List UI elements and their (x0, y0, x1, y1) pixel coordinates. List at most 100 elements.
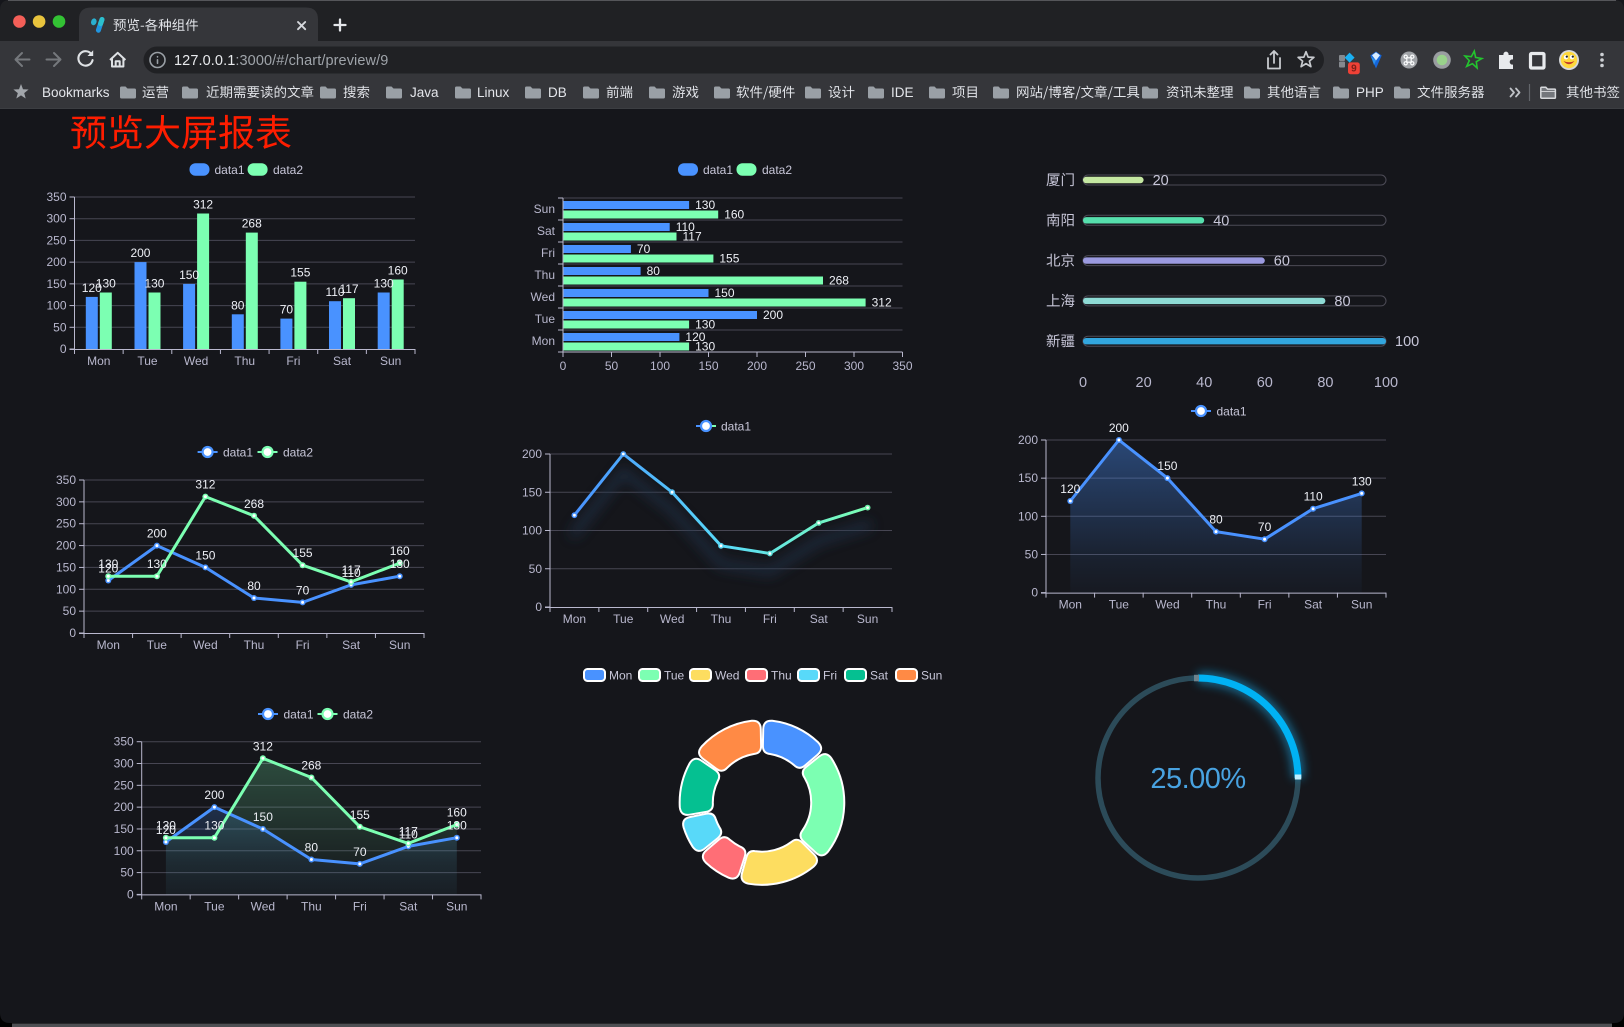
svg-text:Thu: Thu (771, 669, 792, 683)
svg-text:117: 117 (682, 230, 701, 244)
svg-text:100: 100 (46, 299, 66, 313)
svg-text:110: 110 (342, 566, 361, 580)
svg-text:100: 100 (114, 844, 134, 858)
svg-text:120: 120 (1060, 482, 1080, 496)
svg-text:20: 20 (1136, 375, 1152, 391)
svg-text:130: 130 (374, 277, 394, 291)
svg-text:0: 0 (1031, 586, 1038, 600)
svg-text:Wed: Wed (715, 669, 739, 683)
svg-text:Fri: Fri (353, 899, 367, 913)
svg-text:data2: data2 (283, 446, 313, 460)
svg-text:data1: data1 (703, 163, 733, 177)
svg-text:0: 0 (560, 359, 567, 373)
svg-text:Sun: Sun (534, 202, 555, 216)
svg-text:Sat: Sat (399, 899, 418, 913)
svg-text:Thu: Thu (234, 354, 255, 368)
svg-text:155: 155 (290, 266, 310, 280)
svg-text:250: 250 (795, 359, 815, 373)
svg-text:Wed: Wed (531, 290, 555, 304)
svg-text:0: 0 (60, 342, 67, 356)
svg-text:Thu: Thu (534, 268, 555, 282)
svg-text:data2: data2 (343, 708, 373, 722)
svg-text:0: 0 (69, 626, 76, 640)
svg-text:Wed: Wed (184, 354, 208, 368)
svg-text:Tue: Tue (613, 612, 634, 626)
svg-text:130: 130 (147, 557, 167, 571)
svg-text:50: 50 (605, 359, 619, 373)
svg-text:Sun: Sun (857, 612, 878, 626)
svg-text:150: 150 (1018, 471, 1038, 485)
svg-text:40: 40 (1213, 213, 1229, 229)
svg-text:Tue: Tue (664, 669, 685, 683)
svg-text:250: 250 (56, 517, 76, 531)
svg-text:130: 130 (96, 277, 116, 291)
svg-text:70: 70 (1258, 520, 1272, 534)
svg-text:155: 155 (719, 252, 739, 266)
svg-text:200: 200 (522, 447, 542, 461)
svg-text:100: 100 (650, 359, 670, 373)
svg-text:312: 312 (253, 739, 273, 753)
svg-text:130: 130 (695, 318, 715, 332)
svg-text:Wed: Wed (193, 638, 217, 652)
svg-text:80: 80 (647, 264, 661, 278)
svg-text:data1: data1 (223, 446, 253, 460)
svg-text:Tue: Tue (137, 354, 158, 368)
svg-text:130: 130 (1352, 474, 1372, 488)
svg-text:80: 80 (1334, 294, 1350, 310)
svg-text:Sat: Sat (870, 669, 889, 683)
svg-text:200: 200 (56, 539, 76, 553)
svg-text:0: 0 (1079, 375, 1087, 391)
svg-text:250: 250 (114, 778, 134, 792)
svg-text:200: 200 (114, 800, 134, 814)
svg-text:Sat: Sat (342, 638, 361, 652)
svg-text:200: 200 (46, 255, 66, 269)
svg-text:80: 80 (231, 298, 245, 312)
svg-text:155: 155 (350, 808, 370, 822)
svg-text:268: 268 (242, 217, 262, 231)
svg-text:80: 80 (305, 840, 319, 854)
svg-text:40: 40 (1196, 375, 1212, 391)
svg-text:70: 70 (353, 845, 367, 859)
svg-text:Tue: Tue (1109, 598, 1130, 612)
svg-text:50: 50 (63, 604, 77, 618)
svg-text:Fri: Fri (1258, 598, 1272, 612)
svg-text:DB: DB (548, 85, 567, 100)
svg-text:Wed: Wed (251, 899, 275, 913)
svg-text:150: 150 (56, 560, 76, 574)
svg-text:150: 150 (46, 277, 66, 291)
svg-text:data1: data1 (284, 708, 314, 722)
svg-text:100: 100 (522, 524, 542, 538)
svg-text:350: 350 (46, 190, 66, 204)
svg-text:100: 100 (1374, 375, 1398, 391)
svg-text:Mon: Mon (563, 612, 586, 626)
svg-text:130: 130 (695, 198, 715, 212)
svg-text:130: 130 (390, 557, 410, 571)
svg-text:117: 117 (339, 282, 358, 296)
svg-text:117: 117 (342, 563, 361, 577)
svg-text:Tue: Tue (204, 899, 225, 913)
svg-text:Fri: Fri (286, 354, 300, 368)
svg-text:data2: data2 (762, 163, 792, 177)
svg-text:data1: data1 (1217, 405, 1247, 419)
svg-text:130: 130 (204, 819, 224, 833)
svg-text:data1: data1 (215, 163, 245, 177)
svg-text:Tue: Tue (535, 312, 556, 326)
svg-text:Fri: Fri (823, 669, 837, 683)
svg-text:Sat: Sat (333, 354, 352, 368)
svg-text:127.0.0.1:3000/#/chart/preview: 127.0.0.1:3000/#/chart/preview/9 (174, 53, 388, 69)
svg-text:150: 150 (195, 548, 215, 562)
svg-text:50: 50 (120, 866, 134, 880)
svg-text:Mon: Mon (609, 669, 632, 683)
svg-text:268: 268 (244, 497, 264, 511)
svg-text:Sat: Sat (810, 612, 829, 626)
svg-text:350: 350 (114, 735, 134, 749)
svg-text:0: 0 (127, 887, 134, 901)
svg-text:Mon: Mon (87, 354, 110, 368)
svg-text:200: 200 (130, 246, 150, 260)
svg-text:200: 200 (763, 308, 783, 322)
svg-text:130: 130 (98, 557, 118, 571)
svg-text:130: 130 (695, 340, 715, 354)
svg-text:Sat: Sat (537, 224, 556, 238)
svg-text:Bookmarks: Bookmarks (42, 85, 110, 100)
svg-text:data2: data2 (273, 163, 303, 177)
